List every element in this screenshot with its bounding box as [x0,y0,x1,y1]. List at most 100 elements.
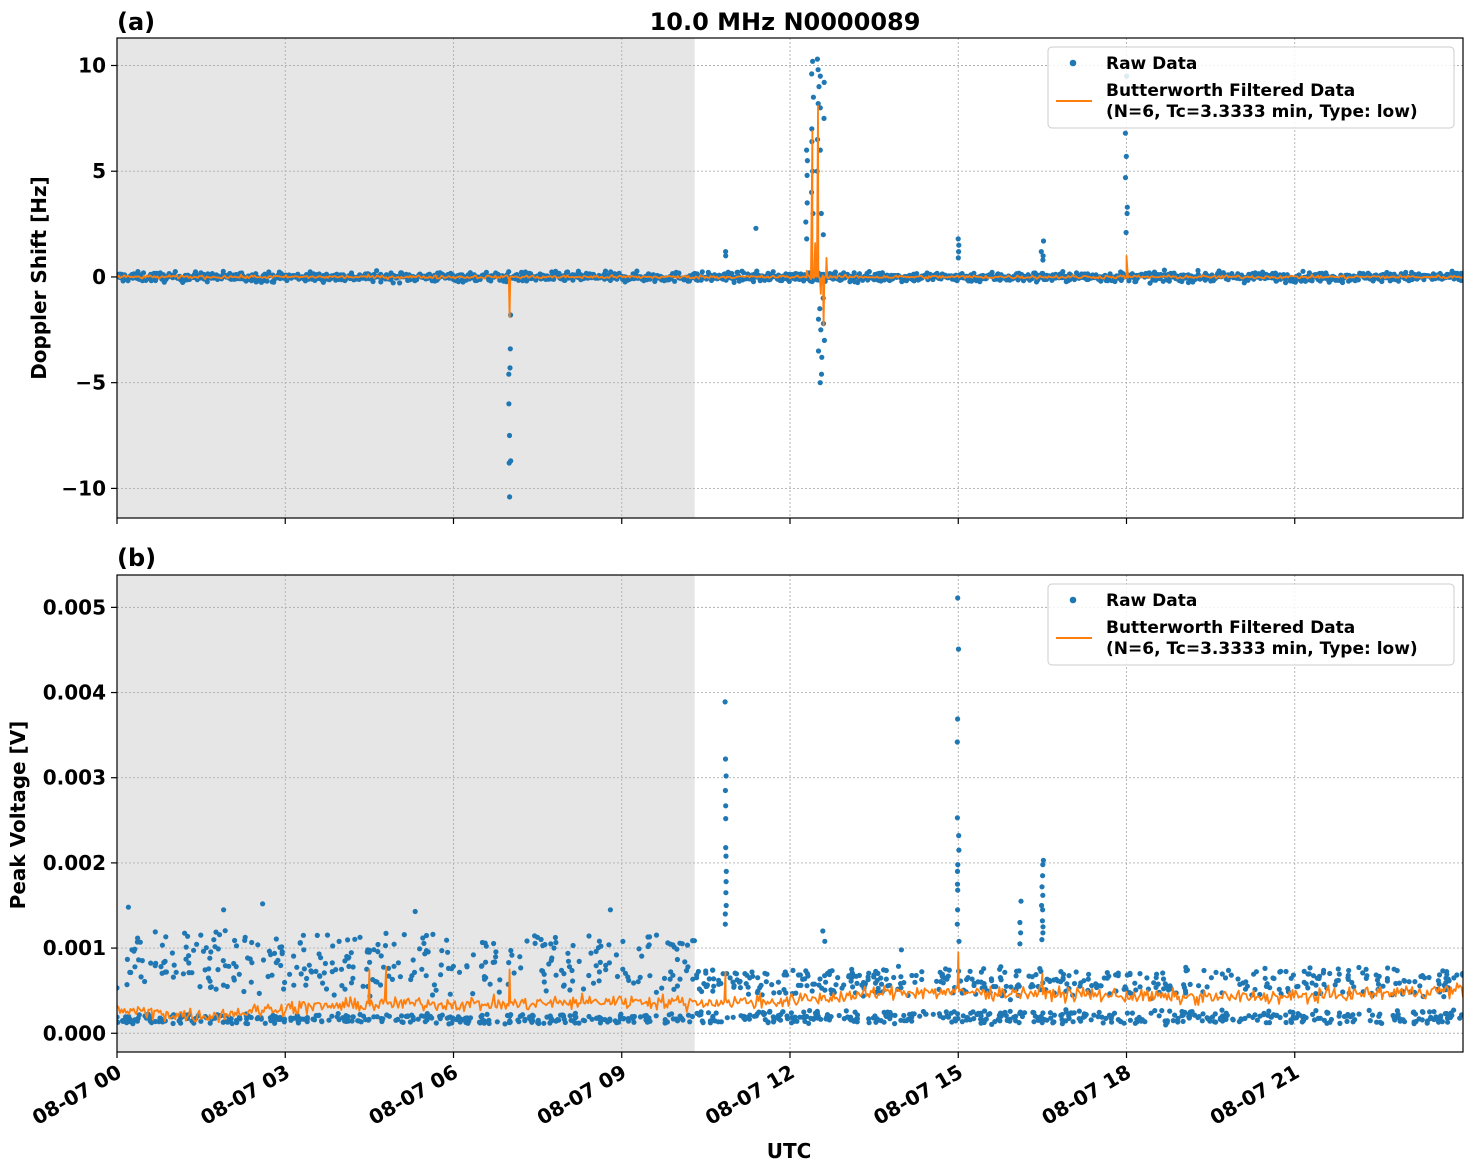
panel-b-raw-point [736,979,742,985]
panel-b-raw-point [841,1016,847,1022]
panel-a-raw-point [602,268,609,274]
panel-b-raw-point [872,1013,878,1019]
panel-b-raw-point [470,952,476,958]
panel-b-raw-point [287,971,293,977]
panel-b-raw-point [694,975,700,981]
panel-b-raw-point [674,956,681,963]
panel-b-raw-point [1219,1007,1225,1013]
panel-b-raw-point [971,982,977,989]
panel-a-raw-point [1281,272,1287,278]
panel-b-raw-point [1187,981,1193,988]
panel-b-raw-point [631,980,637,986]
panel-b-legend-filtered-params: (N=6, Tc=3.3333 min, Type: low) [1106,639,1418,659]
panel-b-raw-point [1427,1016,1433,1022]
panel-b-raw-point [775,979,782,985]
panel-b-raw-point [142,978,148,985]
panel-a-raw-point [1355,277,1361,283]
panel-b-raw-point [955,716,961,722]
panel-b-raw-point [1039,918,1045,924]
panel-b-raw-point [1316,975,1322,982]
panel-b-raw-point [1337,1020,1343,1026]
panel-a-filtered-line [117,104,1463,327]
panel-a-raw-point [821,337,828,343]
panel-b-raw-point [694,1010,700,1017]
panel-b-raw-point [310,1016,316,1022]
panel-b-raw-point [829,968,835,974]
panel-b-raw-point [1071,980,1078,987]
panel-b-raw-point [1307,965,1313,971]
panel-b-raw-point [348,980,355,986]
panel-b-y-tick-label-5: 0.000 [43,1021,106,1045]
panel-a-raw-point [821,79,827,85]
panel-b-raw-point [1022,1010,1028,1016]
panel-b-raw-point [956,938,962,944]
panel-b-raw-point [848,978,854,984]
panel-b-raw-point [508,1012,514,1018]
panel-b-raw-point [281,986,287,992]
panel-b-raw-point [330,943,336,949]
panel-b-raw-point [1113,972,1119,978]
panel-a-raw-point [483,269,489,275]
panel-b-raw-point [336,938,342,945]
panel-b-raw-point [1252,1012,1258,1018]
panel-a-legend-box [1047,46,1455,129]
panel-b-raw-point [215,967,221,973]
panel-b-raw-point [571,1012,578,1018]
panel-b-x-tick-label-2: 08-07 06 [364,1060,462,1130]
panel-b-raw-point [955,595,961,601]
panel-b-raw-point [1040,862,1046,868]
panel-b-raw-point [282,979,288,986]
panel-b-raw-point [401,932,407,938]
panel-b-raw-point [273,936,279,942]
panel-a-raw-point [815,316,822,322]
panel-a-raw-point [804,158,811,164]
panel-b-raw-point [1076,1008,1082,1014]
panel-a-raw-point [204,279,210,285]
panel-b-raw-point [484,1011,490,1018]
panel-b-raw-point [200,948,207,954]
panel-b-raw-point [444,937,450,943]
panel-b-raw-point [445,1015,451,1021]
panel-a-raw-point [809,126,815,132]
panel-a-raw-point [955,236,961,242]
panel-b-x-tick-label-3: 08-07 09 [533,1060,631,1130]
panel-b-raw-point [691,938,698,944]
panel-b-raw-point [909,972,915,979]
panel-b-raw-point [788,1010,795,1016]
panel-a-raw-point [753,225,759,231]
panel-b-raw-point [755,975,761,981]
panel-b-raw-point [1081,1011,1087,1017]
panel-b-raw-point [710,988,716,994]
panel-b-raw-point [291,982,297,988]
panel-b-raw-point [722,911,728,917]
panel-b-raw-point [853,973,859,979]
panel-b-raw-point [438,972,444,978]
panel-b-raw-point [682,959,688,965]
panel-b-raw-point [1039,902,1045,909]
panel-b-raw-point [943,1009,949,1015]
panel-b-raw-point [502,1021,508,1027]
panel-b-raw-point [226,963,232,969]
panel-b-raw-point [909,1018,915,1024]
panel-b-raw-point [213,986,219,992]
panel-b-raw-point [647,973,653,979]
panel-b-raw-point [616,1019,622,1025]
panel-b-raw-point [130,1021,136,1027]
panel-a-raw-point [140,270,147,276]
panel-b-raw-point [576,1020,582,1026]
panel-a-raw-point [1160,278,1166,284]
panel-b-raw-point [597,959,603,966]
panel-b-raw-point [727,975,733,981]
panel-b-raw-point [1246,1013,1252,1019]
panel-b-raw-point [357,934,363,940]
panel-b-raw-point [506,960,512,966]
panel-b-raw-point [596,969,603,975]
panel-b-raw-point [1218,1015,1224,1021]
panel-b-raw-point [450,963,456,969]
panel-b-raw-point [490,959,496,966]
panel-b-raw-point [814,1008,820,1015]
panel-a-raw-point [754,268,760,274]
panel-b-raw-point [569,967,575,974]
panel-b-raw-point [1421,975,1428,981]
panel-b-raw-point [171,962,177,968]
